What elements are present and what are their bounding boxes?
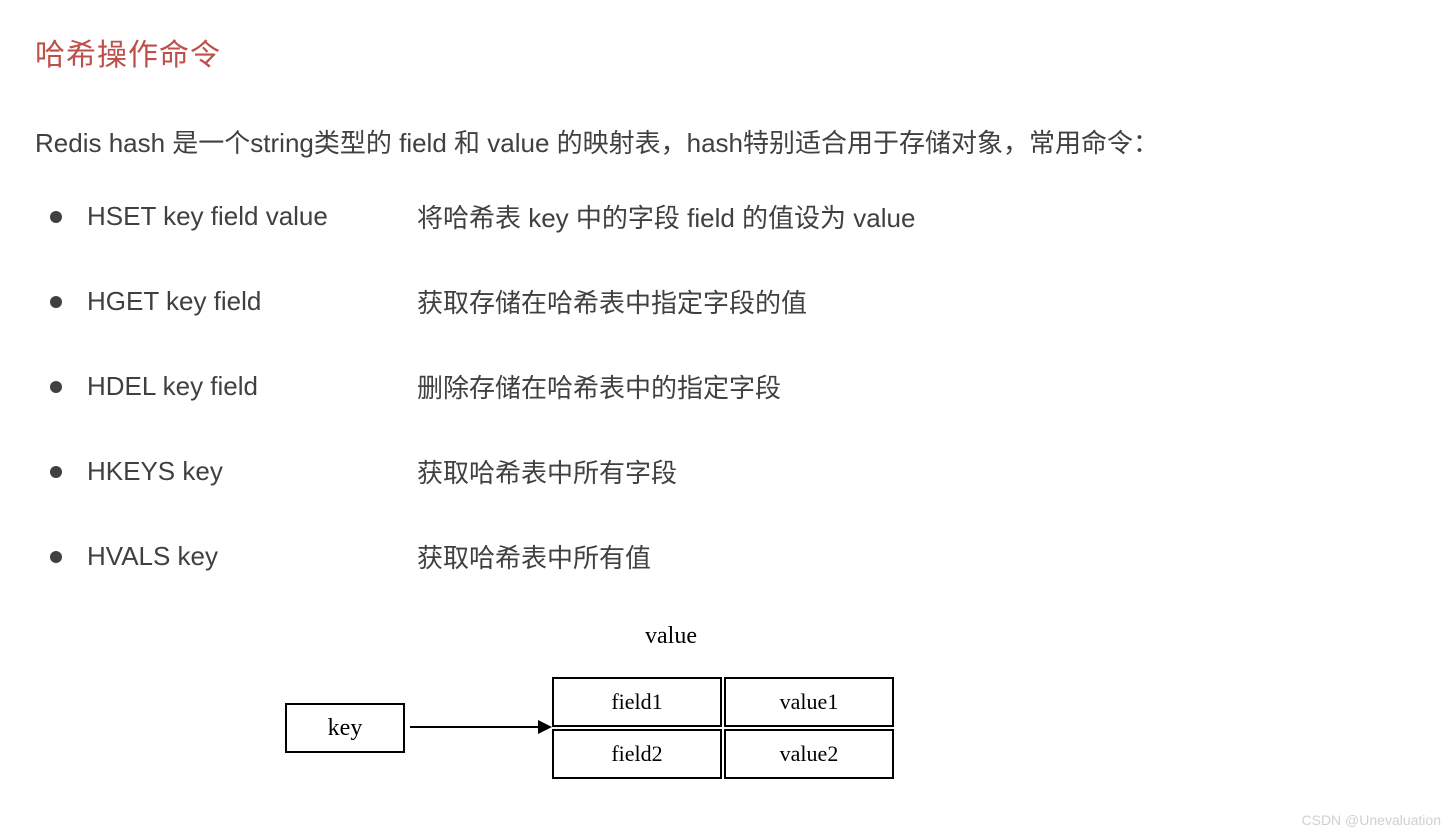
table-cell-field: field1 — [552, 677, 722, 727]
command-row: HSET key field value 将哈希表 key 中的字段 field… — [50, 198, 1421, 235]
hash-table: field1 value1 field2 value2 — [550, 675, 896, 781]
key-box: key — [285, 703, 405, 753]
bullet-icon — [50, 211, 62, 223]
bullet-icon — [50, 381, 62, 393]
table-cell-value: value2 — [724, 729, 894, 779]
page-heading: 哈希操作命令 — [35, 30, 1421, 74]
table-row: field1 value1 — [552, 677, 894, 727]
command-text: HGET key field — [87, 286, 417, 317]
command-text: HVALS key — [87, 541, 417, 572]
command-row: HVALS key 获取哈希表中所有值 — [50, 538, 1421, 575]
bullet-icon — [50, 466, 62, 478]
command-row: HKEYS key 获取哈希表中所有字段 — [50, 453, 1421, 490]
hash-diagram: value key field1 value1 field2 value2 — [285, 623, 905, 823]
command-text: HSET key field value — [87, 201, 417, 232]
command-description: 将哈希表 key 中的字段 field 的值设为 value — [417, 198, 915, 235]
command-description: 获取哈希表中所有值 — [417, 538, 651, 575]
bullet-icon — [50, 296, 62, 308]
command-text: HKEYS key — [87, 456, 417, 487]
command-description: 删除存储在哈希表中的指定字段 — [417, 368, 781, 405]
command-row: HGET key field 获取存储在哈希表中指定字段的值 — [50, 283, 1421, 320]
command-description: 获取存储在哈希表中指定字段的值 — [417, 283, 807, 320]
value-label: value — [645, 623, 697, 650]
command-text: HDEL key field — [87, 371, 417, 402]
watermark-text: CSDN @Unevaluation — [1302, 812, 1442, 828]
bullet-icon — [50, 551, 62, 563]
command-list: HSET key field value 将哈希表 key 中的字段 field… — [35, 198, 1421, 575]
table-cell-field: field2 — [552, 729, 722, 779]
command-row: HDEL key field 删除存储在哈希表中的指定字段 — [50, 368, 1421, 405]
table-cell-value: value1 — [724, 677, 894, 727]
intro-paragraph: Redis hash 是一个string类型的 field 和 value 的映… — [35, 124, 1421, 163]
command-description: 获取哈希表中所有字段 — [417, 453, 677, 490]
arrow-icon — [410, 726, 550, 728]
table-row: field2 value2 — [552, 729, 894, 779]
